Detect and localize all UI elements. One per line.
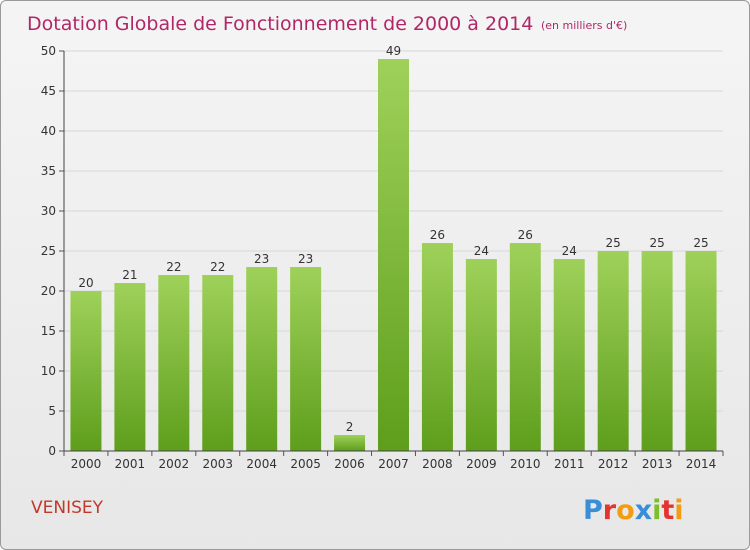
bar-2013 — [641, 251, 673, 451]
y-tick-label: 0 — [48, 444, 56, 458]
data-label: 25 — [693, 236, 708, 250]
data-label: 23 — [254, 252, 269, 266]
x-tick-label: 2014 — [686, 457, 717, 471]
x-tick-label: 2003 — [202, 457, 233, 471]
data-label: 20 — [78, 276, 93, 290]
data-label: 23 — [298, 252, 313, 266]
x-tick-label: 2007 — [378, 457, 409, 471]
bar-2006 — [334, 435, 366, 451]
x-tick-label: 2005 — [290, 457, 321, 471]
bar-2003 — [202, 275, 234, 451]
data-label: 26 — [518, 228, 533, 242]
proxiti-logo: Proxiti — [583, 495, 684, 526]
data-label: 49 — [386, 44, 401, 58]
bar-2000 — [70, 291, 102, 451]
x-tick-label: 2013 — [642, 457, 673, 471]
town-name: VENISEY — [31, 498, 104, 518]
y-tick-label: 50 — [41, 44, 56, 58]
y-tick-label: 15 — [41, 324, 56, 338]
bar-2007 — [378, 59, 409, 451]
y-tick-label: 45 — [41, 84, 56, 98]
data-label: 21 — [122, 268, 137, 282]
chart-title: Dotation Globale de Fonctionnement de 20… — [27, 13, 533, 35]
bar-2004 — [246, 267, 278, 451]
x-tick-label: 2009 — [466, 457, 497, 471]
data-label: 25 — [649, 236, 664, 250]
data-label: 22 — [210, 260, 225, 274]
bars: 20 21 22 22 23 23 2 49 26 24 26 24 25 25 25 — [70, 44, 717, 451]
data-label: 24 — [562, 244, 577, 258]
y-tick-label: 30 — [41, 204, 56, 218]
axis-lines — [63, 51, 723, 452]
x-tick-label: 2012 — [598, 457, 629, 471]
x-tick-label: 2004 — [246, 457, 277, 471]
data-label: 22 — [166, 260, 181, 274]
svg-text:Proxiti: Proxiti — [583, 495, 684, 526]
bar-2005 — [290, 267, 322, 451]
y-tick-label: 25 — [41, 244, 56, 258]
bar-2010 — [509, 243, 541, 451]
bar-2009 — [465, 259, 497, 451]
y-tick-label: 35 — [41, 164, 56, 178]
chart-unit: (en milliers d'€) — [541, 19, 627, 32]
bar-2012 — [597, 251, 629, 451]
bar-2001 — [114, 283, 146, 451]
bar-2014 — [685, 251, 717, 451]
x-tick-label: 2008 — [422, 457, 453, 471]
bar-2008 — [421, 243, 453, 451]
y-tick-label: 10 — [41, 364, 56, 378]
data-label: 26 — [430, 228, 445, 242]
x-tick-label: 2006 — [334, 457, 365, 471]
data-label: 25 — [606, 236, 621, 250]
bar-2002 — [158, 275, 190, 451]
y-tick-label: 5 — [48, 404, 56, 418]
x-tick-label: 2000 — [71, 457, 102, 471]
bar-2011 — [553, 259, 585, 451]
x-tick-label: 2011 — [554, 457, 585, 471]
y-axis: 0 5 10 15 20 25 30 35 40 45 50 — [41, 44, 64, 458]
x-tick-label: 2001 — [115, 457, 146, 471]
data-label: 2 — [346, 420, 354, 434]
y-tick-label: 40 — [41, 124, 56, 138]
data-label: 24 — [474, 244, 489, 258]
x-tick-label: 2002 — [159, 457, 190, 471]
x-tick-label: 2010 — [510, 457, 541, 471]
y-tick-label: 20 — [41, 284, 56, 298]
x-axis: 2000 2001 2002 2003 2004 2005 2006 2007 2008 2009… — [63, 451, 724, 471]
